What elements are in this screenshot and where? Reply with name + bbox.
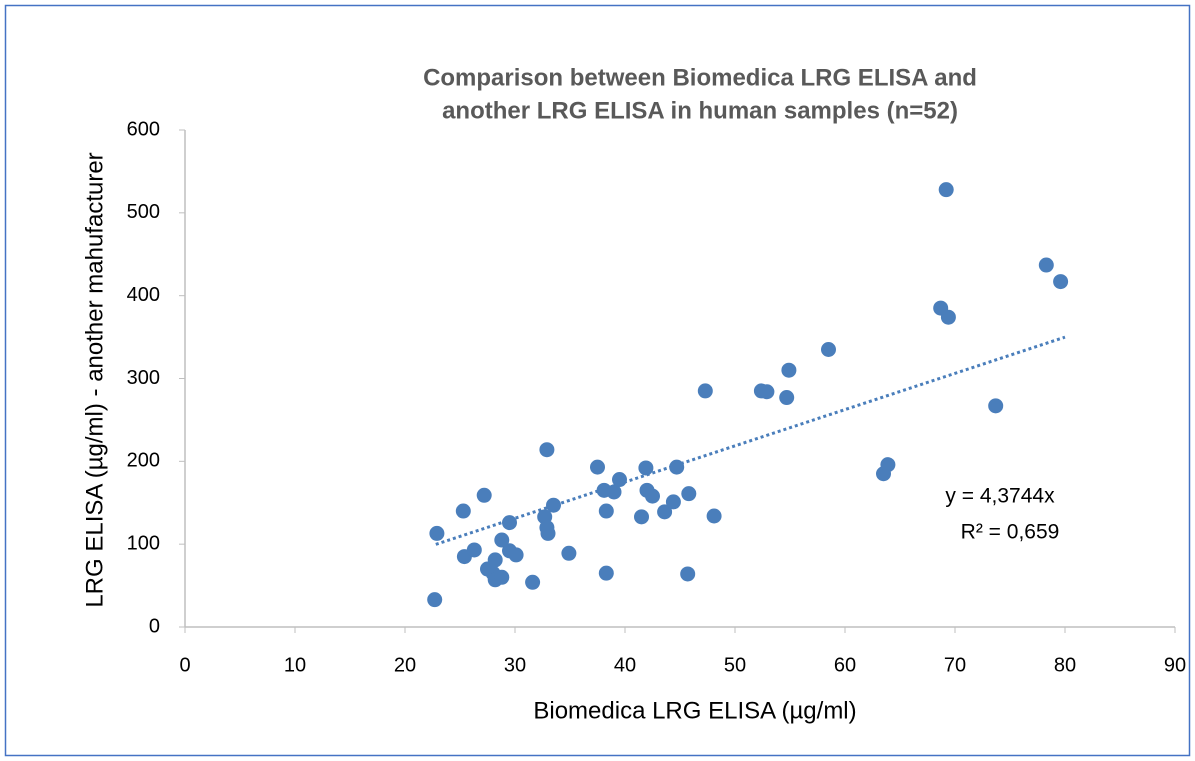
scatter-point (940, 309, 956, 325)
scatter-point (525, 574, 541, 590)
scatter-point (645, 488, 660, 504)
scatter-point (657, 504, 673, 520)
scatter-point (697, 383, 713, 399)
y-tick-label: 500 (127, 201, 160, 223)
scatter-point (988, 398, 1004, 414)
scatter-point (706, 508, 722, 524)
y-tick-label: 0 (149, 615, 160, 637)
scatter-point (681, 486, 697, 502)
scatter-point (634, 509, 649, 525)
scatter-point (759, 384, 775, 400)
scatter-point (779, 390, 795, 406)
y-tick-label: 600 (127, 118, 160, 140)
scatter-point (612, 472, 627, 488)
scatter-point (539, 442, 555, 458)
scatter-point (494, 532, 510, 548)
scatter-point (429, 525, 445, 541)
equation-label: y = 4,3744x (945, 485, 1055, 508)
y-tick-label: 200 (127, 450, 160, 472)
x-tick-label: 0 (179, 654, 190, 676)
scatter-point (540, 525, 556, 541)
x-tick-label: 90 (1164, 654, 1186, 676)
y-tick-label: 400 (127, 284, 160, 306)
scatter-point (1038, 257, 1054, 273)
scatter-point (546, 497, 561, 513)
r-squared-label: R² = 0,659 (961, 521, 1060, 544)
y-axis-label: LRG ELISA (µg/ml) - another mahufacturer (81, 152, 108, 607)
scatter-point (821, 342, 836, 358)
scatter-point (455, 503, 471, 519)
scatter-point (781, 362, 797, 378)
scatter-point (494, 569, 510, 585)
scatter-point (1053, 274, 1069, 290)
scatter-point (590, 459, 605, 475)
x-tick-label: 30 (504, 654, 526, 676)
scatter-point (665, 494, 681, 510)
x-tick-label: 70 (944, 654, 966, 676)
x-tick-label: 10 (284, 654, 306, 676)
x-tick-label: 60 (834, 654, 856, 676)
trendline (435, 335, 1066, 546)
scatter-point (598, 503, 614, 519)
scatter-point (561, 545, 577, 561)
scatter-point (466, 542, 482, 558)
chart-title: Comparison between Biomedica LRG ELISA a… (423, 64, 977, 91)
x-axis-label: Biomedica LRG ELISA (µg/ml) (533, 697, 856, 724)
x-tick-label: 50 (724, 654, 746, 676)
x-tick-label: 20 (394, 654, 416, 676)
scatter-point (427, 592, 443, 608)
scatter-point (938, 182, 954, 198)
scatter-point (606, 484, 622, 500)
chart-title: another LRG ELISA in human samples (n=52… (442, 97, 958, 124)
scatter-point (487, 552, 503, 568)
scatter-point (680, 566, 696, 582)
scatter-point (476, 487, 492, 503)
scatter-point (508, 547, 524, 563)
x-tick-label: 80 (1054, 654, 1076, 676)
y-tick-label: 300 (127, 367, 160, 389)
chart-frame (4, 4, 1191, 757)
scatter-point (502, 515, 517, 531)
x-tick-label: 40 (614, 654, 636, 676)
scatter-point (598, 565, 614, 581)
scatter-point (880, 457, 896, 473)
scatter-point (669, 459, 685, 475)
y-tick-label: 100 (127, 532, 160, 554)
scatter-point (638, 460, 654, 476)
